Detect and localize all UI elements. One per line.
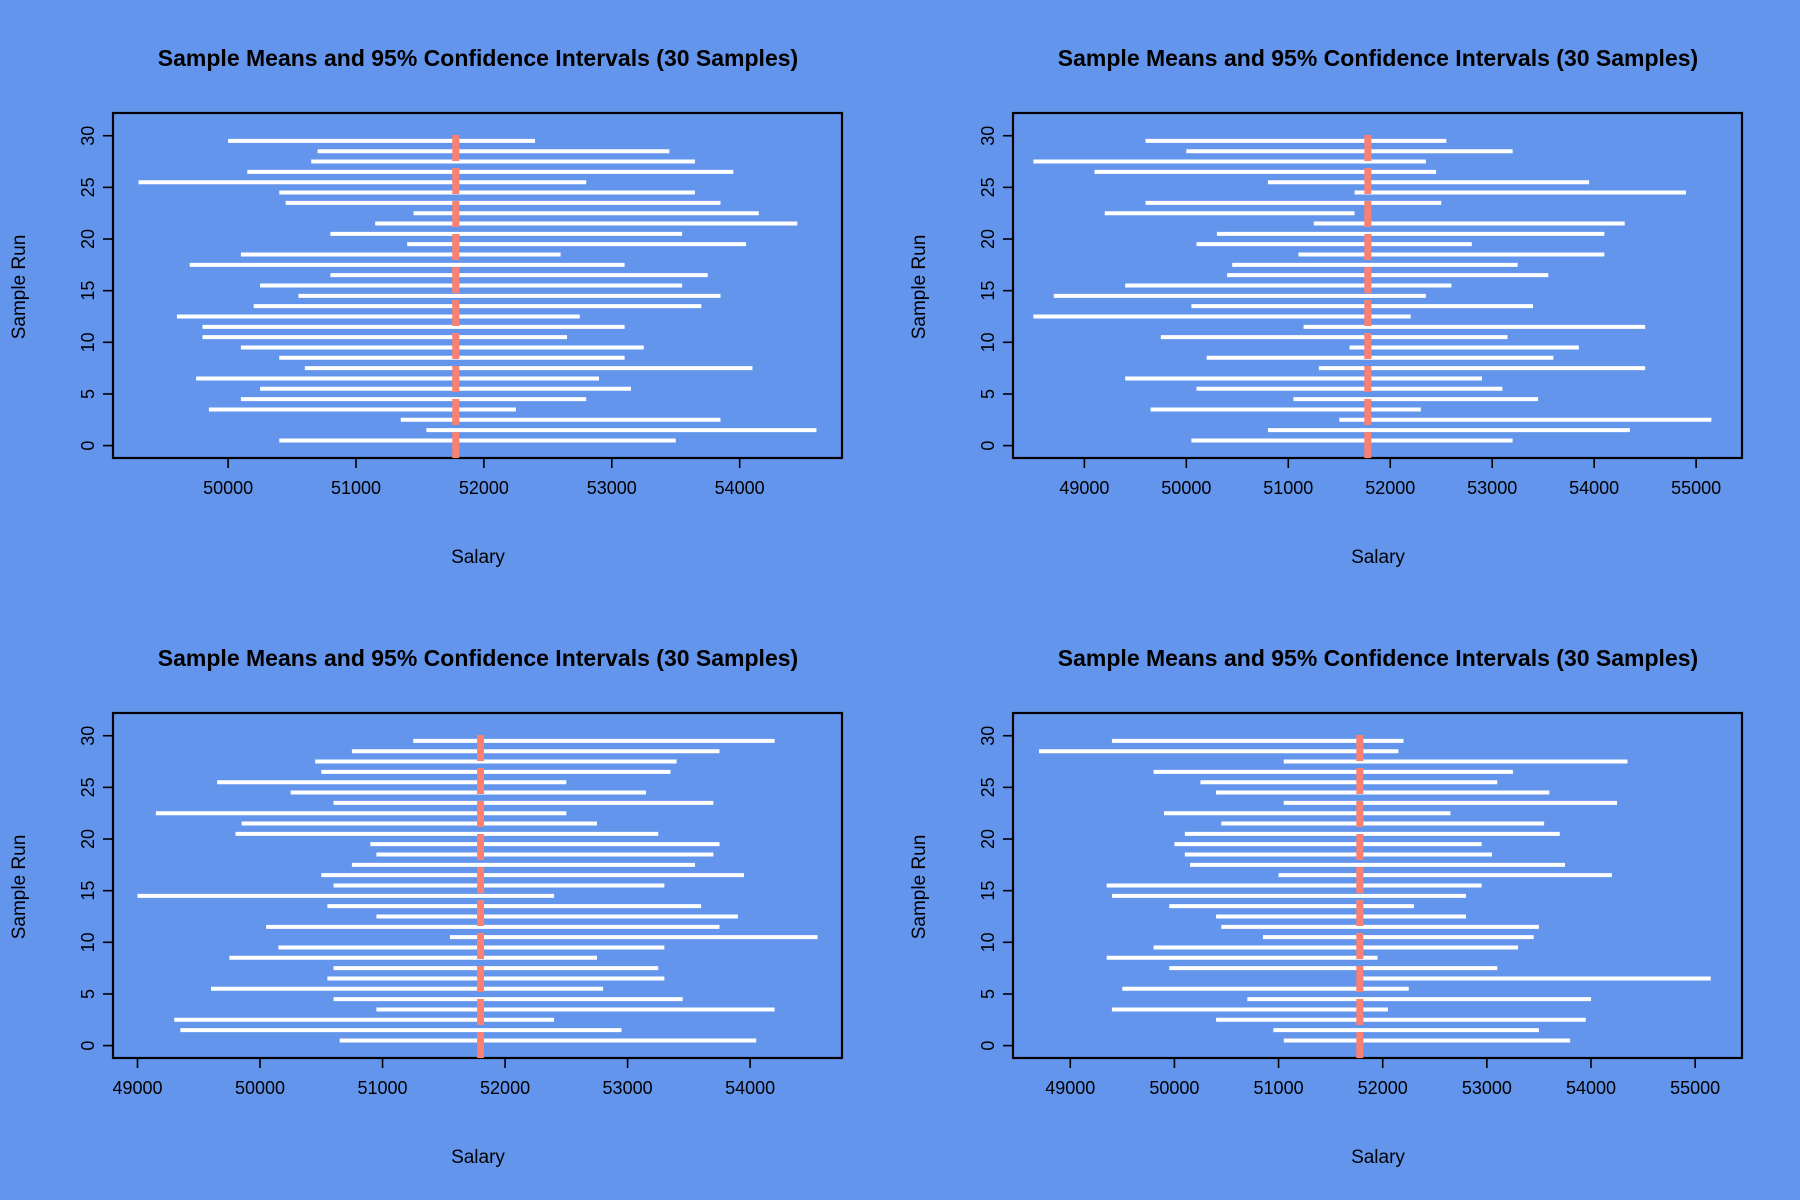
- y-tick-label: 10: [78, 332, 98, 352]
- plot-area: [111, 111, 844, 460]
- y-tick-label: 0: [978, 441, 998, 451]
- y-tick-label: 30: [78, 126, 98, 146]
- x-tick-label: 52000: [1365, 478, 1415, 498]
- x-tick-label: 54000: [715, 478, 765, 498]
- y-tick-label: 15: [78, 881, 98, 901]
- x-tick-label: 52000: [480, 1078, 530, 1098]
- y-tick-label: 10: [78, 932, 98, 952]
- x-axis-label: Salary: [1351, 1147, 1405, 1168]
- x-tick-label: 52000: [459, 478, 509, 498]
- x-tick-label: 54000: [1569, 478, 1619, 498]
- x-tick-label: 54000: [1566, 1078, 1616, 1098]
- y-tick-label: 5: [78, 389, 98, 399]
- y-tick-label: 25: [78, 177, 98, 197]
- y-tick-label: 20: [978, 829, 998, 849]
- chart-panel-top-right: Sample Means and 95% Confidence Interval…: [909, 45, 1744, 568]
- x-tick-label: 49000: [1059, 478, 1109, 498]
- x-tick-label: 51000: [331, 478, 381, 498]
- y-tick-label: 15: [978, 281, 998, 301]
- x-tick-label: 51000: [1254, 1078, 1304, 1098]
- y-tick-label: 20: [78, 829, 98, 849]
- chart-panel-bottom-right: Sample Means and 95% Confidence Interval…: [909, 645, 1744, 1168]
- plot-area: [1011, 711, 1744, 1060]
- y-tick-label: 5: [78, 989, 98, 999]
- x-tick-label: 53000: [587, 478, 637, 498]
- y-tick-label: 0: [978, 1041, 998, 1051]
- y-tick-label: 10: [978, 332, 998, 352]
- y-tick-label: 25: [78, 777, 98, 797]
- x-tick-label: 53000: [603, 1078, 653, 1098]
- y-tick-label: 30: [978, 726, 998, 746]
- x-tick-label: 51000: [1263, 478, 1313, 498]
- y-axis-label: Sample Run: [9, 235, 30, 340]
- x-tick-label: 52000: [1358, 1078, 1408, 1098]
- x-tick-label: 50000: [1161, 478, 1211, 498]
- x-tick-label: 49000: [112, 1078, 162, 1098]
- x-tick-label: 50000: [1149, 1078, 1199, 1098]
- x-tick-label: 53000: [1462, 1078, 1512, 1098]
- x-axis-label: Salary: [1351, 547, 1405, 568]
- y-tick-label: 0: [78, 1041, 98, 1051]
- y-tick-label: 15: [78, 281, 98, 301]
- y-tick-label: 5: [978, 989, 998, 999]
- panel-title: Sample Means and 95% Confidence Interval…: [158, 645, 798, 671]
- x-axis-label: Salary: [451, 547, 505, 568]
- x-tick-label: 50000: [203, 478, 253, 498]
- panel-title: Sample Means and 95% Confidence Interval…: [1058, 645, 1698, 671]
- y-tick-label: 20: [78, 229, 98, 249]
- x-tick-label: 51000: [358, 1078, 408, 1098]
- x-tick-label: 49000: [1045, 1078, 1095, 1098]
- y-axis-label: Sample Run: [909, 235, 930, 340]
- y-tick-label: 30: [78, 726, 98, 746]
- y-tick-label: 15: [978, 881, 998, 901]
- chart-panel-top-left: Sample Means and 95% Confidence Interval…: [9, 45, 844, 568]
- panel-title: Sample Means and 95% Confidence Interval…: [1058, 45, 1698, 71]
- y-axis-label: Sample Run: [909, 835, 930, 940]
- y-tick-label: 10: [978, 932, 998, 952]
- x-axis-label: Salary: [451, 1147, 505, 1168]
- y-tick-label: 20: [978, 229, 998, 249]
- y-tick-label: 25: [978, 777, 998, 797]
- x-tick-label: 53000: [1467, 478, 1517, 498]
- x-tick-label: 55000: [1670, 1078, 1720, 1098]
- y-tick-label: 0: [78, 441, 98, 451]
- y-tick-label: 5: [978, 389, 998, 399]
- chart-panel-bottom-left: Sample Means and 95% Confidence Interval…: [9, 645, 844, 1168]
- x-tick-label: 55000: [1671, 478, 1721, 498]
- x-tick-label: 50000: [235, 1078, 285, 1098]
- y-axis-label: Sample Run: [9, 835, 30, 940]
- plot-area: [1011, 111, 1744, 460]
- y-tick-label: 25: [978, 177, 998, 197]
- panel-title: Sample Means and 95% Confidence Interval…: [158, 45, 798, 71]
- y-tick-label: 30: [978, 126, 998, 146]
- x-tick-label: 54000: [725, 1078, 775, 1098]
